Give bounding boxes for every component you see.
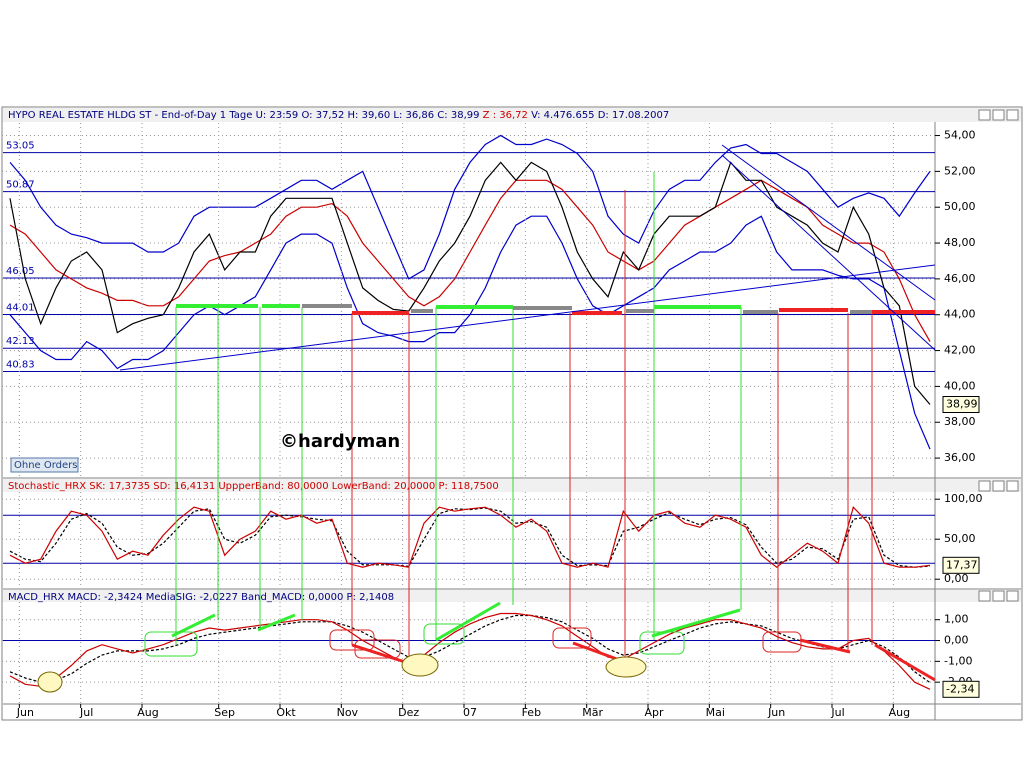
- x-tick-label: Okt: [276, 706, 296, 719]
- plots: 36,00 38,00 40,00 42,00 44,00 46,00 48,00 50,00…: [2, 123, 983, 719]
- orders-button-label: Ohne Orders: [14, 460, 78, 471]
- window-buttons: [978, 109, 1019, 602]
- header-z: Z : 36,72: [483, 110, 528, 121]
- x-tick-label: Feb: [522, 706, 541, 719]
- last-value-box: [942, 556, 980, 574]
- series-line: [9, 179, 931, 342]
- y-tick-label: 50,00: [944, 532, 976, 545]
- y-tick-label: 54,00: [944, 129, 976, 142]
- level-label: 46.05: [6, 266, 35, 277]
- y-tick-label: 48,00: [944, 236, 976, 249]
- watermark: ©hardyman: [280, 431, 400, 452]
- window-frame: [1, 106, 1023, 721]
- last-value-label: -2,34: [946, 682, 974, 695]
- y-tick-label: 1,00: [944, 613, 969, 626]
- minimize-button[interactable]: [978, 480, 991, 492]
- x-tick-label: Jun: [16, 706, 34, 719]
- maximize-button[interactable]: [992, 590, 1005, 602]
- series-line: [9, 507, 931, 568]
- level-label: 40.83: [6, 360, 35, 371]
- level-label: 42.13: [6, 336, 35, 347]
- title-bar: [3, 479, 1021, 492]
- x-tick-label: Aug: [137, 706, 158, 719]
- y-tick-label: 36,00: [944, 451, 976, 464]
- x-tick-label: Nov: [337, 706, 359, 719]
- x-tick-label: Aug: [889, 706, 910, 719]
- x-tick-label: Jun: [767, 706, 785, 719]
- y-tick-label: 50,00: [944, 200, 976, 213]
- close-button[interactable]: [1006, 480, 1019, 492]
- y-tick-label: 38,00: [944, 415, 976, 428]
- level-label: 44.01: [6, 303, 35, 314]
- last-value-box: [942, 396, 980, 414]
- minimize-button[interactable]: [978, 109, 991, 121]
- header-rest: V: 4.476.655 D: 17.08.2007: [531, 110, 669, 121]
- y-tick-label: 52,00: [944, 164, 976, 177]
- header-text: HYPO REAL ESTATE HLDG ST - End-of-Day 1 …: [8, 110, 479, 121]
- maximize-button[interactable]: [992, 109, 1005, 121]
- close-button[interactable]: [1006, 590, 1019, 602]
- level-label: 53.05: [6, 141, 35, 152]
- x-tick-label: Mär: [582, 706, 603, 719]
- series-line: [9, 215, 931, 450]
- last-value-label: 17,37: [946, 558, 978, 571]
- title-bar: [3, 108, 1021, 122]
- x-tick-label: Sep: [214, 706, 235, 719]
- y-tick-label: -1,00: [944, 654, 972, 667]
- x-tick-label: Dez: [398, 706, 419, 719]
- y-tick-label: 42,00: [944, 344, 976, 357]
- last-value-label: 38,99: [946, 398, 978, 411]
- last-value-box: [942, 680, 980, 698]
- annotations: [37, 144, 936, 693]
- title-bar: [3, 590, 1021, 602]
- series-line: [9, 506, 931, 568]
- macd-header: MACD_HRX MACD: -2,3424 MediaSIG: -2,0227…: [8, 592, 394, 603]
- series-line: [9, 134, 931, 280]
- level-label: 50.87: [6, 180, 35, 191]
- y-tick-label: 46,00: [944, 272, 976, 285]
- x-tick-label: Jul: [79, 706, 93, 719]
- minimize-button[interactable]: [978, 590, 991, 602]
- x-tick-label: Mai: [706, 706, 725, 719]
- series-line: [9, 612, 931, 690]
- orders-button[interactable]: [10, 457, 79, 473]
- y-tick-label: 100,00: [944, 492, 983, 505]
- panel-bars: [3, 108, 1021, 720]
- series-line: [9, 161, 931, 405]
- maximize-button[interactable]: [992, 480, 1005, 492]
- close-button[interactable]: [1006, 109, 1019, 121]
- stoch-header: Stochastic_HRX SK: 17,3735 SD: 16,4131 U…: [8, 481, 499, 492]
- price-header: HYPO REAL ESTATE HLDG ST - End-of-Day 1 …: [8, 110, 669, 121]
- y-tick-label: 0,00: [944, 572, 969, 585]
- y-tick-label: 0,00: [944, 634, 969, 647]
- x-tick-label: 07: [463, 706, 477, 719]
- x-tick-label: Jul: [830, 706, 844, 719]
- y-tick-label: 40,00: [944, 379, 976, 392]
- x-tick-label: Apr: [644, 706, 664, 719]
- y-tick-label: 44,00: [944, 308, 976, 321]
- series-line: [9, 614, 931, 684]
